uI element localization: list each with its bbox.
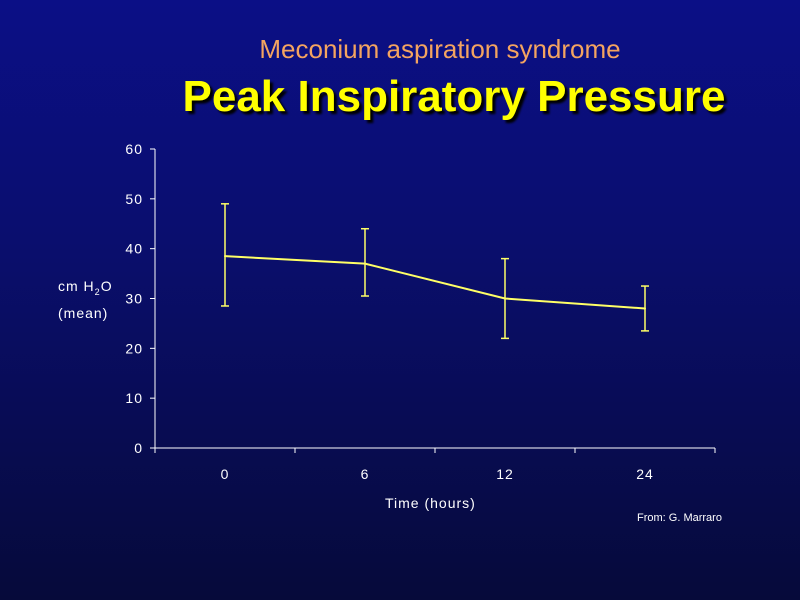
y-tick-label: 20 xyxy=(125,340,143,356)
x-tick-label: 6 xyxy=(361,466,370,482)
y-tick-label: 10 xyxy=(125,390,143,406)
x-tick-label: 12 xyxy=(496,466,514,482)
y-tick-label: 60 xyxy=(125,141,143,157)
series-line xyxy=(224,255,646,310)
data-point xyxy=(364,262,366,265)
x-tick-label: 24 xyxy=(636,466,654,482)
y-tick-label: 30 xyxy=(125,291,143,307)
x-axis-label: Time (hours) xyxy=(385,495,476,511)
y-axis-label-line2: (mean) xyxy=(58,304,109,321)
y-axis-label: cm H2O (mean) xyxy=(58,276,113,324)
chart-subtitle: Meconium aspiration syndrome xyxy=(259,34,621,64)
y-tick-label: 50 xyxy=(125,191,143,207)
y-axis-label-subscript: 2 xyxy=(94,286,101,297)
x-tick-label: 0 xyxy=(221,466,230,482)
y-axis-label-prefix: cm H xyxy=(58,278,95,294)
chart-title: Peak Inspiratory Pressure xyxy=(182,72,726,121)
source-credit: From: G. Marraro xyxy=(637,512,722,524)
data-point xyxy=(644,307,646,310)
data-point xyxy=(224,255,226,258)
y-axis-label-suffix: O xyxy=(100,278,113,294)
y-tick-label: 0 xyxy=(134,440,143,456)
y-tick-label: 40 xyxy=(125,241,143,257)
data-point xyxy=(504,297,506,300)
